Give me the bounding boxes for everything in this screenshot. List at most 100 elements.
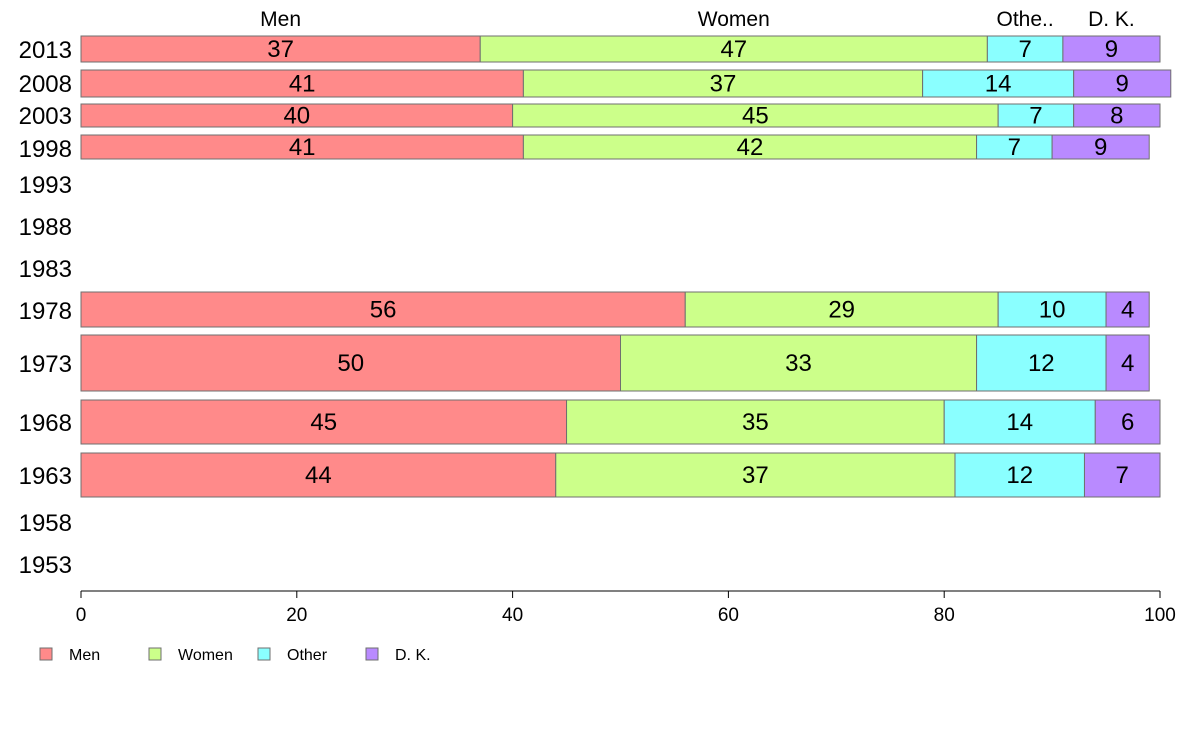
legend-label: Women [178,647,233,664]
bar-value-label: 42 [737,134,764,161]
bar-segment-men [80,69,524,98]
bar-value-label: 45 [742,103,769,130]
bar-value-label: 41 [289,134,316,161]
bar-value-label: 12 [1028,350,1055,377]
row-label: 1958 [19,510,72,537]
bar-row-1963: 1963 44 37 12 7 [19,452,1161,498]
bar-value-label: 4 [1121,297,1134,324]
bar-row-1973: 1973 50 33 12 4 [19,334,1150,392]
bar-row-2013: 2013 37 47 7 9 [19,35,1161,64]
column-header-label: Women [698,8,770,31]
x-tick-label: 20 [286,605,307,626]
bar-value-label: 33 [785,350,812,377]
bar-segment-women [684,291,999,328]
bar-row-1983: 1983 [19,256,72,283]
column-header-labels: Men Women Othe.. D. K. [260,8,1135,31]
bar-segment-men [80,291,686,328]
legend-item: Men [39,647,100,664]
bar-segment-other [976,134,1053,160]
column-header-label: Men [260,8,301,31]
bar-segment-d-k [1073,103,1161,128]
legend-label: Men [69,647,100,664]
row-label: 1993 [19,172,72,199]
bar-value-label: 10 [1039,297,1066,324]
bar-value-label: 37 [267,36,294,63]
bar-value-label: 40 [283,103,310,130]
row-label: 1988 [19,214,72,241]
x-tick-label: 80 [934,605,955,626]
bar-segment-women [566,399,945,445]
bar-segment-d-k [1094,399,1161,445]
bar-value-label: 9 [1116,71,1129,98]
bar-value-label: 29 [828,297,855,324]
bar-value-label: 8 [1110,103,1123,130]
bar-segment-other [922,69,1075,98]
row-label: 1963 [19,463,72,490]
bar-value-label: 44 [305,462,332,489]
bar-value-label: 35 [742,409,769,436]
legend-item: Other [257,647,328,664]
bar-row-1968: 1968 45 35 14 6 [19,399,1161,445]
legend-label: Other [287,647,328,664]
bar-segment-women [479,35,988,63]
row-label: 1998 [19,136,72,163]
x-tick-label: 40 [502,605,523,626]
legend-swatch [365,647,379,661]
legend-label: D. K. [395,647,431,664]
column-header-label: Othe.. [997,8,1054,31]
bar-value-label: 7 [1116,462,1129,489]
bar-value-label: 4 [1121,350,1134,377]
bar-segment-men [80,399,568,445]
bar-value-label: 41 [289,71,316,98]
bar-value-label: 12 [1006,462,1033,489]
bar-value-label: 14 [985,71,1012,98]
bar-row-1988: 1988 [19,214,72,241]
row-label: 1968 [19,410,72,437]
row-label: 1978 [19,298,72,325]
x-tick-label: 100 [1144,605,1176,626]
bar-value-label: 56 [370,297,397,324]
bar-value-label: 9 [1105,36,1118,63]
legend-swatch [39,647,53,661]
row-label: 2013 [19,37,72,64]
bar-segment-women [522,69,924,98]
bar-value-label: 47 [720,36,747,63]
bar-value-label: 37 [742,462,769,489]
bar-row-2008: 2008 41 37 14 9 [19,69,1172,98]
bar-segment-d-k [1105,291,1150,328]
bar-row-1993: 1993 [19,172,72,199]
bar-value-label: 7 [1008,134,1021,161]
bar-value-label: 6 [1121,409,1134,436]
row-label: 1953 [19,552,72,579]
bar-value-label: 50 [337,350,364,377]
bar-value-label: 9 [1094,134,1107,161]
row-label: 1973 [19,351,72,378]
x-tick-label: 60 [718,605,739,626]
legend-swatch [148,647,162,661]
bar-value-label: 7 [1018,36,1031,63]
legend-item: D. K. [365,647,431,664]
legend: Men Women Other D. K. [39,647,431,664]
bar-segment-women [555,452,956,498]
bar-segment-d-k [1083,452,1161,498]
column-header-label: D. K. [1088,8,1135,31]
bar-segment-d-k [1105,334,1150,392]
x-tick-label: 0 [76,605,87,626]
bar-value-label: 7 [1029,103,1042,130]
x-axis: 0 20 40 60 80 100 [76,590,1176,626]
bar-segment-women [620,334,978,392]
bar-segment-men [80,134,524,160]
row-label: 2003 [19,103,72,130]
bar-value-label: 14 [1006,409,1033,436]
bar-row-1953: 1953 [19,552,72,579]
bar-value-label: 45 [310,409,337,436]
bar-segment-women [522,134,978,160]
bar-row-1958: 1958 [19,510,72,537]
bar-segment-d-k [1051,134,1150,160]
row-label: 2008 [19,71,72,98]
legend-item: Women [148,647,233,664]
bar-segment-d-k [1062,35,1161,63]
bar-segment-men [80,334,621,392]
